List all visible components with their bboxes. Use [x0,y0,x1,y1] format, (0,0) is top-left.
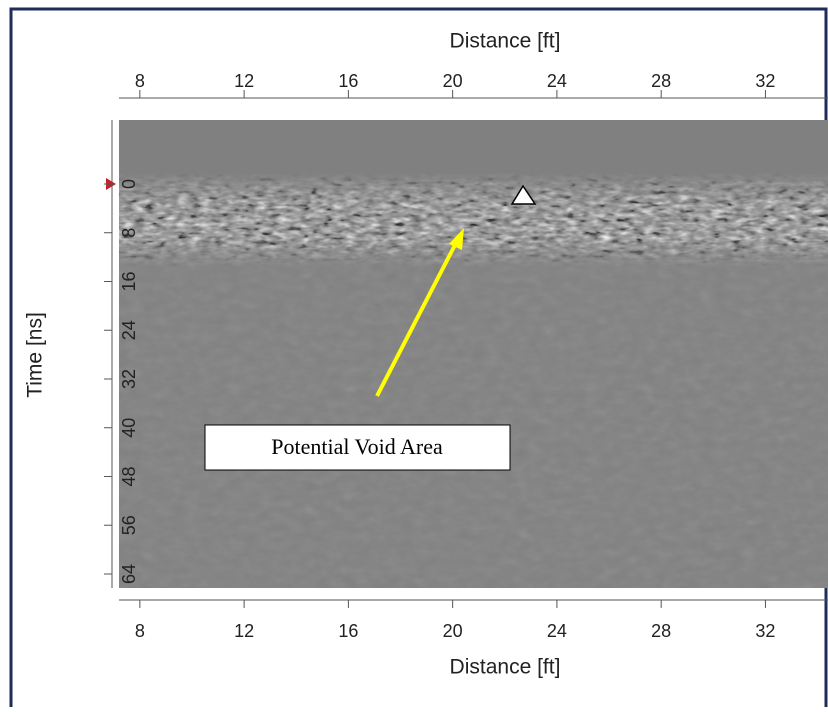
annotation: Potential Void Area [271,434,443,459]
x-tick-label-top: 28 [651,71,671,91]
arrow [375,242,458,397]
x-tick-label-top: 32 [755,71,775,91]
annotation-box [204,424,511,471]
x-tick-label-bottom: 12 [234,621,254,641]
x-tick-label-bottom: 16 [338,621,358,641]
y-tick-label: 16 [119,271,139,291]
arrow-head [449,228,464,250]
radargram-texture [119,260,828,588]
radargram-reflections [119,172,828,267]
x-tick-label-bottom: 24 [547,621,567,641]
y-tick-label: 24 [119,320,139,340]
x-tick-label-top: 12 [234,71,254,91]
y-tick-label: 48 [119,466,139,486]
x-tick-label-bottom: 8 [135,621,145,641]
y-tick-label: 64 [119,564,139,584]
y-tick-label: 32 [119,369,139,389]
x-tick-label-bottom: 20 [443,621,463,641]
y-tick-label: 56 [119,515,139,535]
y-tick-label: 0 [119,179,139,189]
x-tick-label-top: 8 [135,71,145,91]
x-axis-title-bottom: Distance [ft] [450,656,561,679]
x-axis-title-top: Distance [ft] [450,30,561,53]
x-tick-label-top: 20 [443,71,463,91]
y-tick-label: 8 [119,228,139,238]
y-axis-title: Time [ns] [24,312,47,398]
x-tick-label-bottom: 32 [755,621,775,641]
x-tick-label-top: 24 [547,71,567,91]
x-tick-label-top: 16 [338,71,358,91]
y-tick-label: 40 [119,418,139,438]
event-marker [510,184,537,205]
x-tick-label-bottom: 28 [651,621,671,641]
